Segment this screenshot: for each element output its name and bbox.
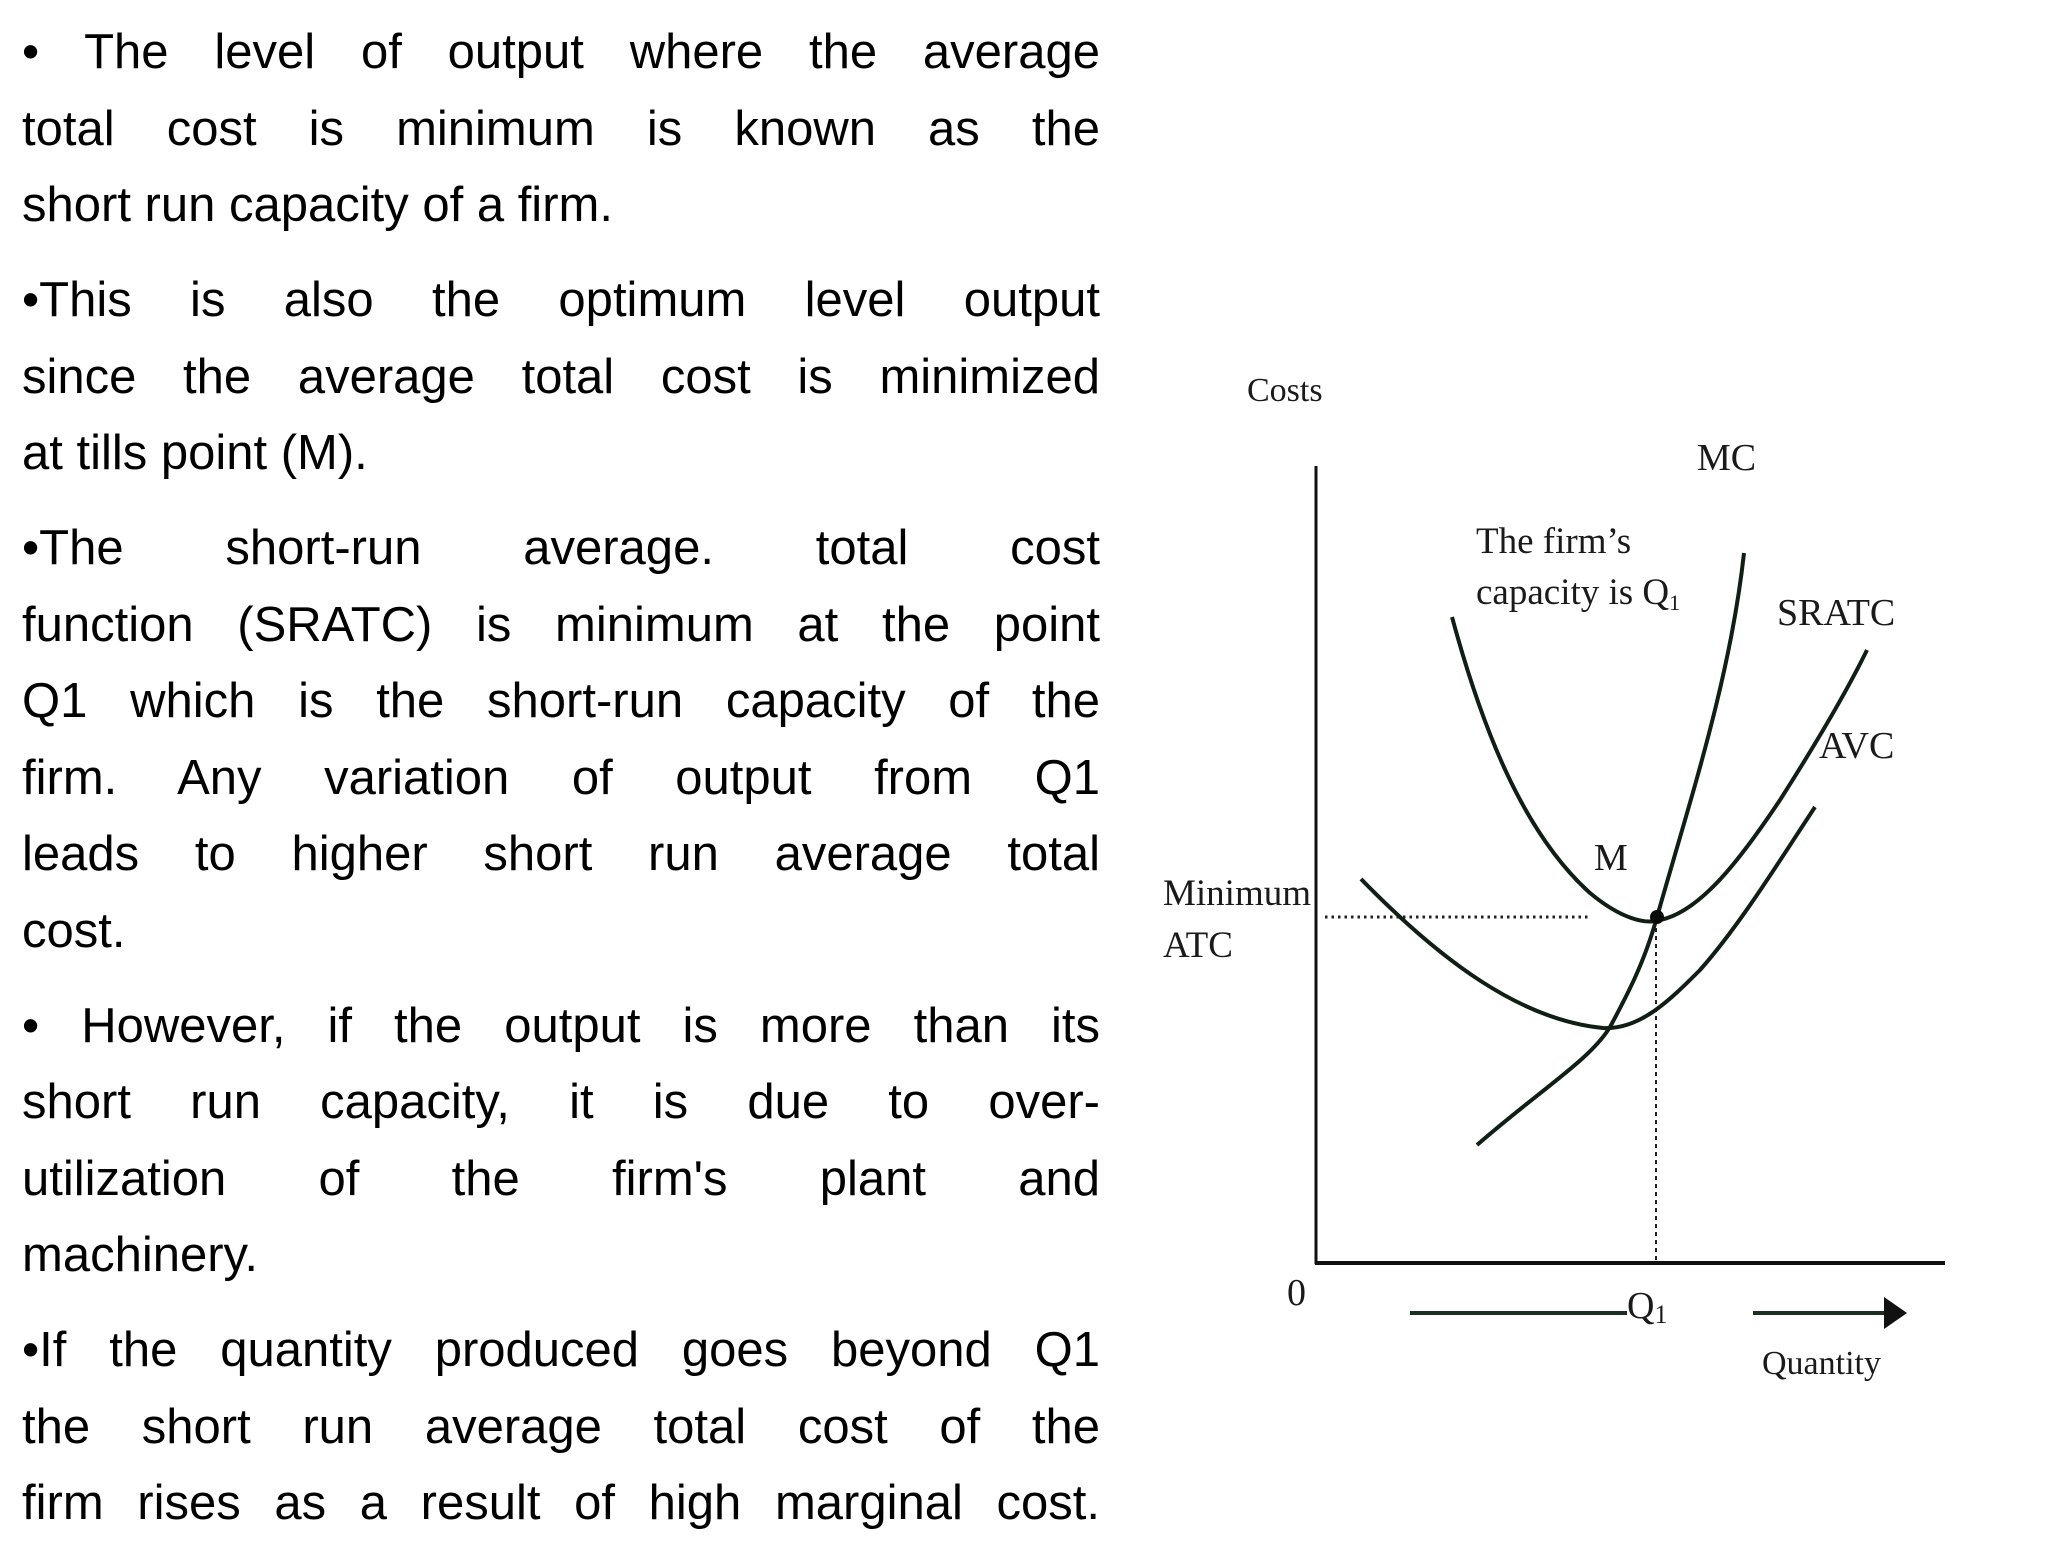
bullet-optimum-level: •This is also the optimum level output s… — [22, 262, 1100, 492]
text-line: • The level of output where the average — [22, 25, 1100, 79]
q1-label-text: Q — [1627, 1285, 1654, 1327]
quantity-axis-label: Quantity — [1762, 1345, 1881, 1382]
sratc-label: SRATC — [1777, 592, 1895, 634]
text-line: •If the quantity produced goes beyond Q1 — [22, 1323, 1100, 1377]
costs-axis-label: Costs — [1247, 372, 1323, 409]
bullet-beyond-q1: •If the quantity produced goes beyond Q1… — [22, 1312, 1100, 1542]
avc-curve — [1359, 805, 1817, 1031]
bullet-sratc-minimum: •The short-run average. total cost funct… — [22, 510, 1100, 969]
text-line: cost. — [22, 903, 126, 958]
text-line: since the average total cost is minimize… — [22, 349, 1100, 404]
text-line: function (SRATC) is minimum at the point — [22, 597, 1100, 652]
annotation-line1: The firm’s — [1476, 521, 1631, 562]
q1-label: Q1 — [1627, 1285, 1667, 1329]
text-line: • However, if the output is more than it… — [22, 998, 1100, 1053]
text-line: firm rises as a result of high marginal … — [22, 1476, 1100, 1530]
text-line: at tills point (M). — [22, 426, 368, 480]
slide-text: • The level of output where the average … — [22, 14, 1100, 1560]
text-line: total cost is minimum is known as the — [22, 101, 1100, 156]
bullet-short-run-capacity: • The level of output where the average … — [22, 14, 1100, 244]
text-line: short run capacity, it is due to over- — [22, 1075, 1100, 1129]
text-line: leads to higher short run average total — [22, 827, 1100, 881]
origin-label: 0 — [1287, 1272, 1306, 1314]
mc-label: MC — [1697, 437, 1756, 479]
text-line: the short run average total cost of the — [22, 1399, 1100, 1454]
text-line: Q1 which is the short-run capacity of th… — [22, 674, 1100, 728]
point-m-marker — [1650, 910, 1664, 924]
text-line: machinery. — [22, 1228, 259, 1282]
text-line: •This is also the optimum level output — [22, 273, 1100, 327]
sratc-curve — [1450, 616, 1869, 924]
arrow-right-icon — [1884, 1297, 1907, 1329]
text-line: short run capacity of a firm. — [22, 178, 613, 232]
avc-label: AVC — [1819, 725, 1894, 767]
bullet-over-utilization: • However, if the output is more than it… — [22, 988, 1100, 1294]
min-atc-label-line1: Minimum — [1163, 873, 1311, 914]
m-label: M — [1594, 837, 1628, 879]
q1-subscript: 1 — [1654, 1300, 1667, 1329]
annotation-line2: capacity is Q1 — [1476, 572, 1680, 615]
text-line: utilization of the firm's plant and — [22, 1151, 1100, 1206]
min-atc-label-line2: ATC — [1163, 925, 1233, 966]
annotation-subscript: 1 — [1669, 590, 1680, 615]
mc-curve — [1475, 552, 1746, 1147]
text-line: firm. Any variation of output from Q1 — [22, 750, 1100, 805]
text-line: •The short-run average. total cost — [22, 521, 1100, 575]
annotation-line2-text: capacity is Q — [1476, 572, 1669, 613]
